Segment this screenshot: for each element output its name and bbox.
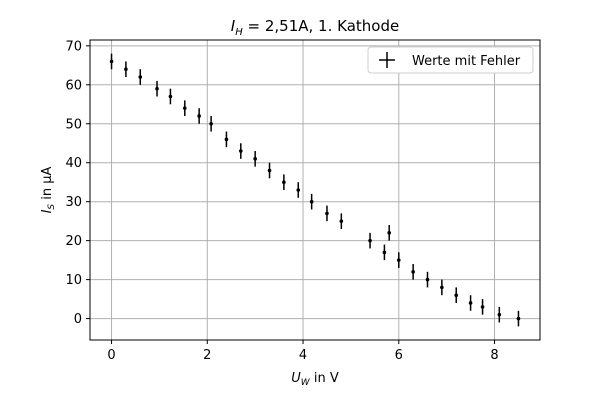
point-marker xyxy=(440,285,444,290)
data-point xyxy=(282,174,286,190)
data-point xyxy=(267,162,272,179)
point-marker xyxy=(454,293,459,297)
x-tick-label: 2 xyxy=(203,348,211,363)
y-tick-label: 20 xyxy=(65,234,82,249)
point-marker xyxy=(267,168,272,173)
data-point xyxy=(197,108,201,124)
data-point xyxy=(124,61,128,78)
point-marker xyxy=(468,301,473,305)
x-tick-label: 0 xyxy=(107,348,115,363)
point-marker xyxy=(296,188,301,192)
legend-label: Werte mit Fehler xyxy=(412,54,521,69)
data-point xyxy=(497,306,502,323)
data-point xyxy=(224,131,229,148)
point-marker xyxy=(224,137,229,142)
point-marker xyxy=(182,106,187,110)
data-point xyxy=(454,287,459,303)
y-tick-label: 40 xyxy=(65,156,82,171)
point-marker xyxy=(309,199,314,204)
point-marker xyxy=(155,86,159,91)
point-marker xyxy=(168,94,173,99)
point-marker xyxy=(382,250,387,255)
x-tick-label: 8 xyxy=(490,348,498,363)
point-marker xyxy=(109,59,114,64)
y-tick-label: 0 xyxy=(74,312,82,327)
x-axis-label: UW in V xyxy=(291,371,339,388)
point-marker xyxy=(368,238,372,243)
point-marker xyxy=(387,231,392,235)
data-point xyxy=(155,80,159,97)
legend-marker-icon xyxy=(379,52,395,68)
y-tick-label: 30 xyxy=(65,195,82,210)
data-point xyxy=(339,213,344,229)
point-marker xyxy=(516,316,521,321)
point-marker xyxy=(138,75,143,79)
y-axis-label: IS in μA xyxy=(40,166,57,213)
data-point xyxy=(368,232,372,249)
point-marker xyxy=(396,258,401,262)
data-layer xyxy=(109,53,521,327)
point-marker xyxy=(209,121,213,126)
y-tick-label: 70 xyxy=(65,39,82,54)
data-point xyxy=(516,310,521,327)
data-point xyxy=(168,88,173,105)
point-marker xyxy=(197,114,201,118)
point-marker xyxy=(282,180,286,185)
data-point xyxy=(387,225,392,241)
point-marker xyxy=(124,67,128,72)
data-point xyxy=(138,69,143,85)
point-marker xyxy=(253,157,257,161)
data-point xyxy=(411,264,415,280)
data-point xyxy=(238,143,243,159)
data-point xyxy=(468,295,473,311)
point-marker xyxy=(480,305,485,309)
data-point xyxy=(109,53,114,70)
plot-frame xyxy=(89,39,541,341)
data-point xyxy=(480,299,485,315)
data-point xyxy=(396,252,401,268)
data-point xyxy=(440,279,444,296)
x-tick-label: 4 xyxy=(299,348,307,363)
data-point xyxy=(382,244,387,261)
point-marker xyxy=(325,211,329,216)
point-marker xyxy=(411,270,415,274)
data-point xyxy=(182,100,187,116)
point-marker xyxy=(497,312,502,317)
data-point xyxy=(325,205,329,222)
point-marker xyxy=(339,219,344,223)
y-tick-label: 10 xyxy=(65,273,82,288)
point-marker xyxy=(238,149,243,153)
x-tick-label: 6 xyxy=(395,348,403,363)
point-marker xyxy=(425,277,430,282)
data-point xyxy=(296,182,301,198)
legend: Werte mit Fehler xyxy=(367,46,534,74)
y-tick-label: 50 xyxy=(65,117,82,132)
data-point xyxy=(309,193,314,210)
chart-title: IH = 2,51A, 1. Kathode xyxy=(231,17,399,38)
data-point xyxy=(209,115,213,132)
data-point xyxy=(253,151,257,167)
legend-box xyxy=(367,46,534,74)
y-tick-label: 60 xyxy=(65,78,82,93)
grid-layer xyxy=(90,40,540,340)
ticks-layer: 0 2 4 6 8 0 10 20 30 40 50 60 70 xyxy=(65,39,498,363)
data-point xyxy=(425,271,430,288)
